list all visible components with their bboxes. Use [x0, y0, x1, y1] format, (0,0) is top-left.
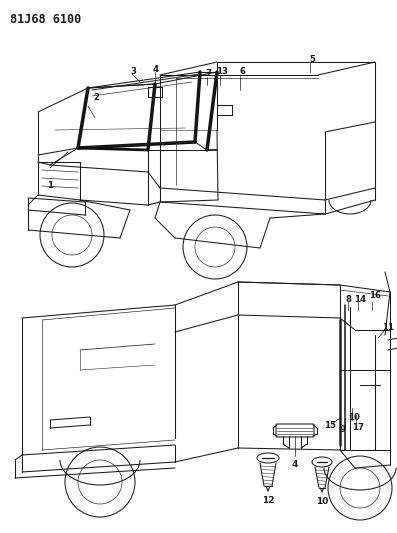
- Text: 15: 15: [324, 422, 336, 431]
- Text: 13: 13: [216, 67, 228, 76]
- Text: 11: 11: [382, 322, 394, 332]
- Text: 16: 16: [369, 292, 381, 301]
- Text: 7: 7: [205, 69, 211, 77]
- Text: 14: 14: [354, 295, 366, 303]
- Text: 2: 2: [93, 93, 99, 102]
- Text: 1: 1: [47, 181, 53, 190]
- Text: 3: 3: [130, 67, 136, 76]
- Text: 9: 9: [340, 424, 346, 433]
- Text: 81J68 6100: 81J68 6100: [10, 13, 81, 26]
- Text: 4: 4: [292, 460, 298, 469]
- Text: 17: 17: [352, 423, 364, 432]
- Text: 10: 10: [316, 497, 328, 506]
- Text: 6: 6: [239, 68, 245, 77]
- Text: 8: 8: [345, 295, 351, 303]
- Text: 4: 4: [153, 64, 159, 74]
- Text: 5: 5: [309, 54, 315, 63]
- Text: 12: 12: [262, 496, 274, 505]
- Text: 10: 10: [348, 414, 360, 423]
